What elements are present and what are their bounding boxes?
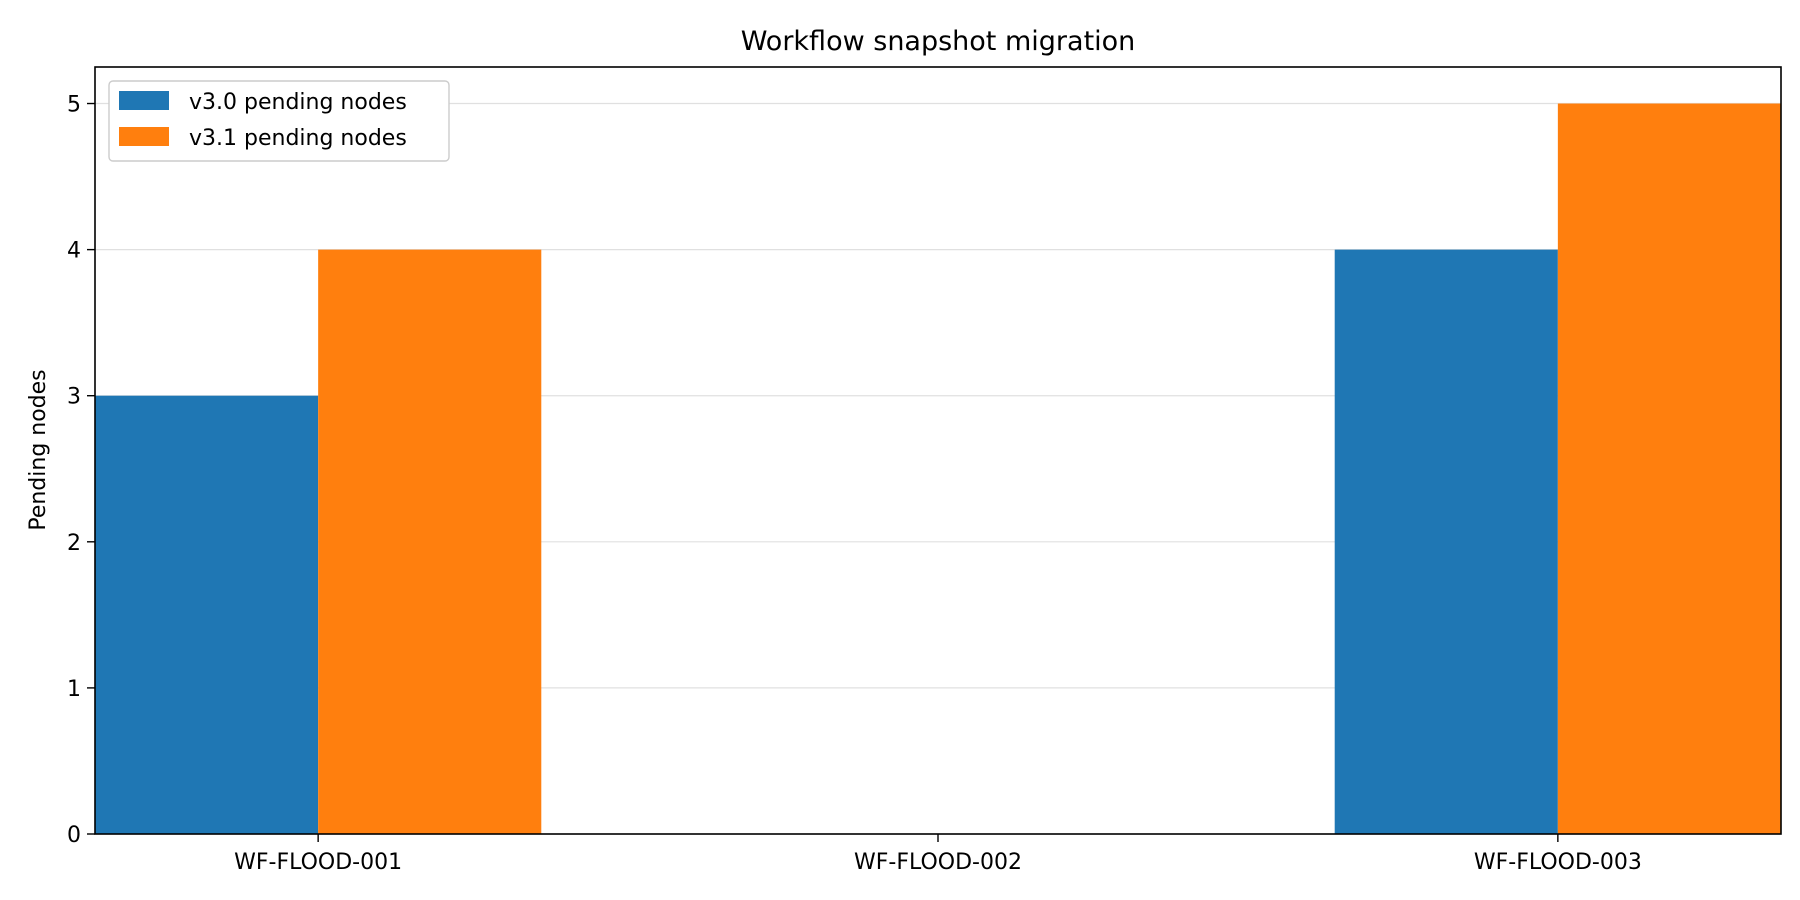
legend-swatch (119, 91, 169, 110)
legend: v3.0 pending nodes v3.1 pending nodes (108, 80, 450, 162)
y-tick-label: 2 (67, 531, 81, 556)
bar-v30-wf-flood-001 (95, 395, 319, 834)
bar-v30-wf-flood-003 (1334, 249, 1558, 835)
x-tick-label: WF-FLOOD-003 (1474, 850, 1642, 875)
y-tick-label: 3 (67, 385, 81, 410)
y-axis-label: Pending nodes (26, 369, 51, 530)
bar-v31-wf-flood-003 (1557, 103, 1781, 835)
x-tick-label: WF-FLOOD-001 (234, 850, 402, 875)
y-tick-label: 4 (67, 239, 81, 264)
x-tick-label: WF-FLOOD-002 (854, 850, 1022, 875)
legend-swatch (119, 127, 169, 146)
y-tick-label: 1 (67, 677, 81, 702)
y-tick-label: 0 (67, 823, 81, 848)
legend-label: v3.0 pending nodes (189, 90, 407, 115)
chart-title: Workflow snapshot migration (741, 26, 1136, 57)
bar-v31-wf-flood-001 (318, 249, 542, 835)
bars (95, 103, 1781, 835)
y-tick-label: 5 (67, 93, 81, 118)
legend-box (108, 80, 450, 162)
legend-label: v3.1 pending nodes (189, 126, 407, 151)
axis-ticks: 0 1 2 3 4 5 WF-FLOOD-001 WF-FLOOD-002 WF-FLOOD-0… (67, 93, 1642, 875)
